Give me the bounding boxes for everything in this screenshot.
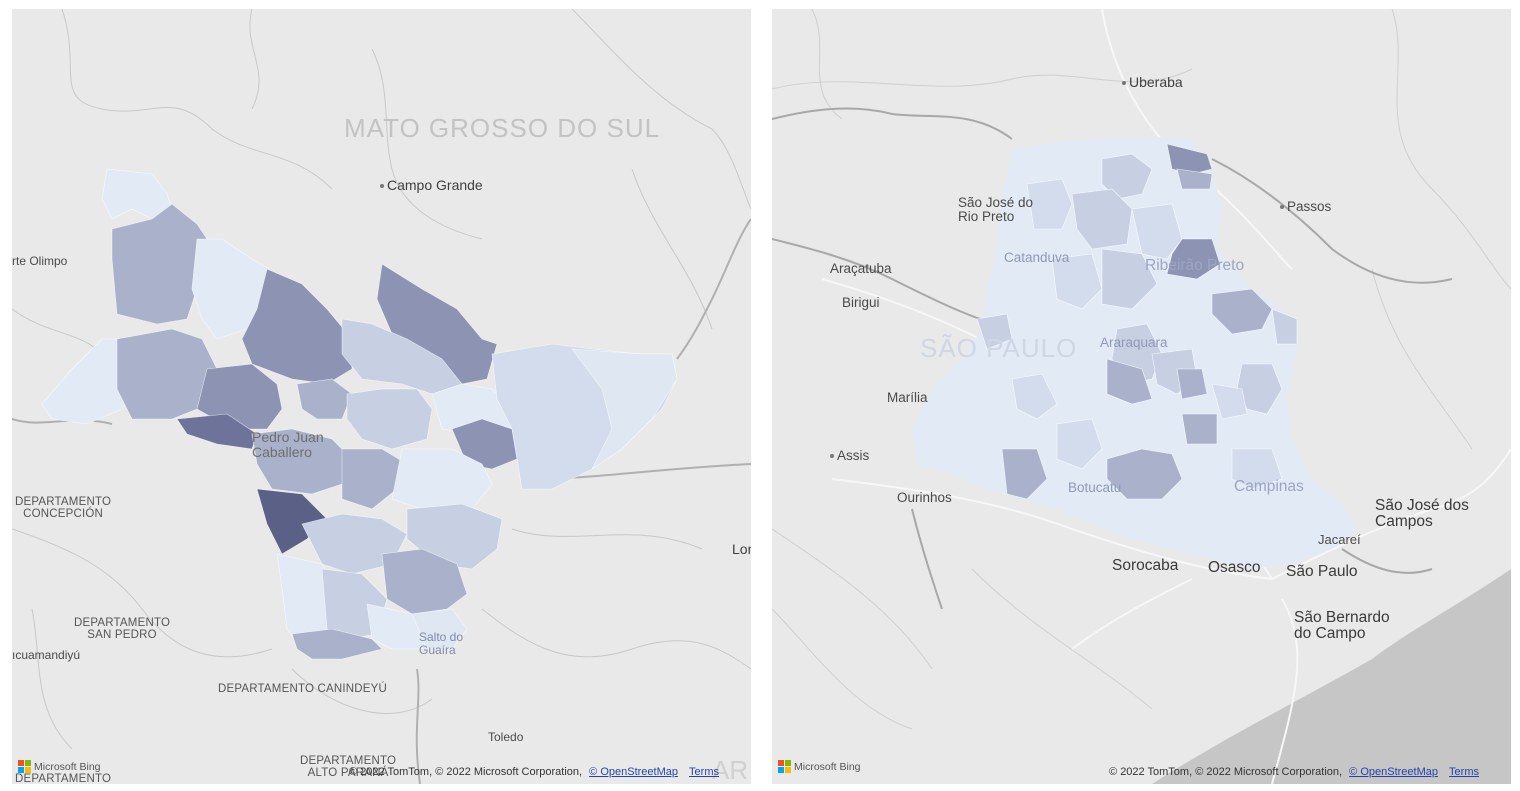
left-map[interactable]: MATO GROSSO DO SUL Campo Grande rte Olim… <box>12 9 751 784</box>
city-label-botucatu: Botucatu <box>1068 480 1122 495</box>
city-label-araraquara: Araraquara <box>1100 335 1168 350</box>
city-label-passos: Passos <box>1280 199 1332 214</box>
city-label-salto-do-guaira: Salto do Guaíra <box>419 630 464 657</box>
attribution-text: © 2022 TomTom, © 2022 Microsoft Corporat… <box>349 766 583 778</box>
city-label-sao-jose-do-rio-preto: São José do Rio Preto <box>958 195 1034 225</box>
right-map[interactable]: Uberaba São José do Rio Preto Passos Ara… <box>772 9 1511 784</box>
city-label-sao-jose-dos-campos: São José dos Campos <box>1375 497 1469 531</box>
city-label-campo-grande: Campo Grande <box>380 178 483 193</box>
city-label-campinas: Campinas <box>1234 478 1304 495</box>
state-label-sao-paulo: SÃO PAULO <box>920 333 1078 363</box>
city-label-toledo: Toledo <box>488 730 524 744</box>
map-attribution: © 2022 TomTom, © 2022 Microsoft Corporat… <box>349 766 719 778</box>
city-label-birigui: Birigui <box>842 295 880 310</box>
terms-link[interactable]: Terms <box>689 766 719 778</box>
dept-label-san-pedro: DEPARTAMENTO SAN PEDRO <box>74 617 171 642</box>
bing-logo: Microsoft Bing <box>778 760 861 773</box>
city-dot-icon <box>380 184 384 189</box>
map-attribution: © 2022 TomTom, © 2022 Microsoft Corporat… <box>1109 766 1479 778</box>
city-dot-icon <box>1122 81 1126 86</box>
city-label-sorocaba: Sorocaba <box>1112 557 1179 574</box>
city-name: Campo Grande <box>387 177 483 193</box>
city-dot-icon <box>1280 205 1284 210</box>
city-name: Uberaba <box>1129 74 1183 90</box>
city-label-aracatuba: Araçatuba <box>830 261 892 276</box>
city-label-sao-bernardo-do-campo: São Bernardo do Campo <box>1294 609 1390 643</box>
left-map-canvas[interactable] <box>12 9 751 784</box>
city-label-ribeirao-preto: Ribeirão Preto <box>1145 257 1245 274</box>
city-label-assis: Assis <box>830 448 870 463</box>
city-label-sao-paulo: São Paulo <box>1286 563 1358 580</box>
bing-logo: Microsoft Bing <box>18 760 101 773</box>
microsoft-logo-icon <box>18 760 31 773</box>
right-map-canvas[interactable] <box>772 9 1511 784</box>
city-label-uberaba: Uberaba <box>1122 75 1183 90</box>
city-label-catanduva: Catanduva <box>1004 250 1070 265</box>
bing-label: Microsoft Bing <box>794 760 861 773</box>
city-label-marilia: Marília <box>887 390 928 405</box>
openstreetmap-link[interactable]: © OpenStreetMap <box>1349 766 1438 778</box>
city-label-pedro-juan-caballero: Pedro Juan Caballero <box>252 429 324 460</box>
dept-label-concepcion: DEPARTAMENTO CONCEPCIÓN <box>15 496 112 521</box>
dept-label-canindeyu: DEPARTAMENTO CANINDEYÚ <box>218 683 388 695</box>
city-label-curuguaty: ıcuamandiyú <box>12 648 81 662</box>
bing-label: Microsoft Bing <box>34 760 101 773</box>
state-label-mato-grosso-do-sul: MATO GROSSO DO SUL <box>344 113 661 143</box>
city-name: Passos <box>1287 199 1332 214</box>
city-name: Assis <box>837 448 870 463</box>
ocean-area <box>1152 569 1511 784</box>
openstreetmap-link[interactable]: © OpenStreetMap <box>589 766 678 778</box>
dept-label-alto-parana: DEPARTAMENTO ALTO PARANÁ <box>300 755 397 780</box>
microsoft-logo-icon <box>778 760 791 773</box>
city-dot-icon <box>830 454 834 459</box>
dept-label-bottom: DEPARTAMENTO <box>15 773 112 784</box>
city-label-lon: Lon <box>732 541 751 557</box>
city-label-ourinhos: Ourinhos <box>897 490 952 505</box>
attribution-text: © 2022 TomTom, © 2022 Microsoft Corporat… <box>1109 766 1343 778</box>
state-label-ar: AR <box>712 755 749 784</box>
city-label-osasco: Osasco <box>1208 559 1261 576</box>
terms-link[interactable]: Terms <box>1449 766 1479 778</box>
city-label-jacarei: Jacareí <box>1318 532 1361 547</box>
city-label-olimpo: rte Olimpo <box>12 254 68 268</box>
